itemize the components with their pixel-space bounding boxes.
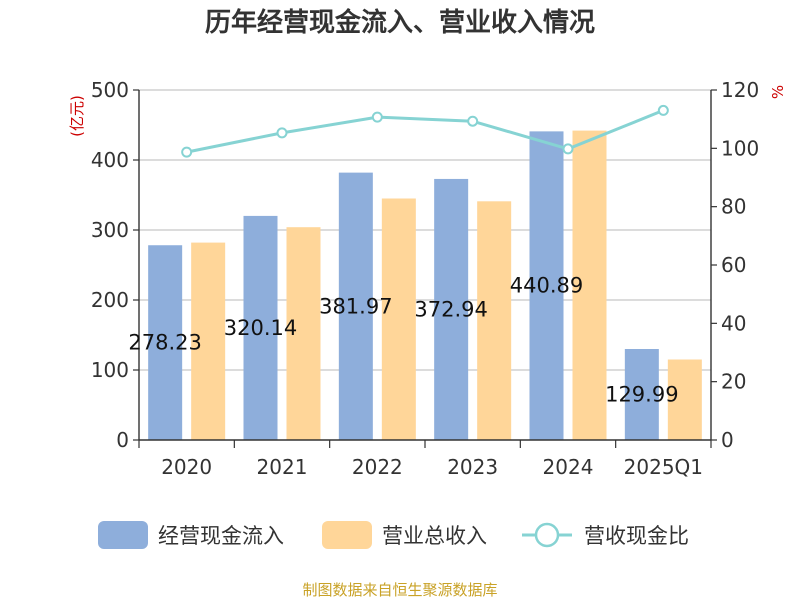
bar-revenue — [572, 130, 607, 440]
right-tick-label: 40 — [721, 311, 746, 335]
right-axis-unit-label: % — [769, 85, 787, 99]
bar-cash-inflow — [243, 215, 278, 440]
data-label: 372.94 — [414, 297, 487, 321]
bar-cash-inflow — [148, 245, 183, 440]
right-tick-label: 120 — [721, 78, 759, 102]
left-tick-label: 0 — [116, 428, 129, 452]
axes: 0 100 200 300 400 500 0 20 40 60 80 100 120 2020 2021 2… — [91, 78, 759, 479]
ratio-point — [276, 127, 288, 139]
left-tick-label: 100 — [91, 358, 129, 382]
legend-swatch — [98, 521, 148, 549]
bar-revenue — [381, 198, 416, 440]
right-tick-label: 20 — [721, 370, 746, 394]
data-label: 320.14 — [224, 316, 297, 340]
legend-marker — [534, 522, 560, 548]
x-tick-label: 2020 — [161, 455, 212, 479]
ratio-point — [562, 143, 574, 155]
data-labels: 278.23 320.14 381.97 372.94 440.89 129.99 — [128, 274, 678, 407]
ratio-point — [371, 111, 383, 123]
left-tick-label: 300 — [91, 218, 129, 242]
x-tick-label: 2022 — [352, 455, 403, 479]
right-tick-label: 80 — [721, 195, 746, 219]
right-tick-label: 0 — [721, 428, 734, 452]
bar-revenue — [667, 359, 702, 440]
bar-cash-inflow — [434, 178, 469, 440]
right-tick-label: 100 — [721, 136, 759, 160]
legend-label: 营业总收入 — [382, 524, 487, 548]
left-axis-unit-label: (亿元) — [68, 95, 86, 137]
x-tick-label: 2025Q1 — [624, 455, 703, 479]
ratio-line — [181, 104, 669, 158]
bar-cash-inflow — [529, 131, 564, 440]
data-label: 278.23 — [128, 331, 201, 355]
ratio-point — [657, 104, 669, 116]
data-label: 440.89 — [510, 274, 583, 298]
bar-revenue — [477, 201, 512, 440]
gridlines — [139, 89, 711, 371]
ratio-point — [181, 146, 193, 158]
left-tick-label: 400 — [91, 148, 129, 172]
legend-swatch — [322, 521, 372, 549]
left-tick-label: 500 — [91, 78, 129, 102]
ratio-point — [467, 115, 479, 127]
right-tick-label: 60 — [721, 253, 746, 277]
data-label: 129.99 — [605, 383, 678, 407]
source-note: 制图数据来自恒生聚源数据库 — [302, 581, 497, 599]
legend-label: 经营现金流入 — [158, 524, 284, 548]
data-label: 381.97 — [319, 294, 392, 318]
legend-label: 营收现金比 — [584, 524, 689, 548]
bar-cash-inflow — [338, 172, 373, 440]
x-tick-label: 2021 — [257, 455, 308, 479]
x-tick-label: 2023 — [447, 455, 498, 479]
bar-cash-inflow — [624, 349, 659, 440]
bar-revenue — [191, 242, 226, 440]
ratio-line-path — [186, 109, 664, 154]
legend: 经营现金流入 营业总收入 营收现金比 — [98, 521, 689, 549]
bar-revenue — [286, 227, 321, 440]
chart-title: 历年经营现金流入、营业收入情况 — [205, 7, 595, 38]
x-tick-label: 2024 — [543, 455, 594, 479]
bars — [148, 130, 702, 440]
left-tick-label: 200 — [91, 288, 129, 312]
